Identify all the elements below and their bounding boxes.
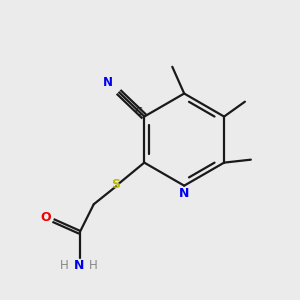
Text: H: H [89,259,98,272]
Text: O: O [40,211,51,224]
Text: N: N [103,76,112,89]
Text: S: S [112,178,121,191]
Text: H: H [60,259,68,272]
Text: N: N [74,259,84,272]
Text: N: N [179,187,189,200]
Text: C: C [134,107,142,117]
